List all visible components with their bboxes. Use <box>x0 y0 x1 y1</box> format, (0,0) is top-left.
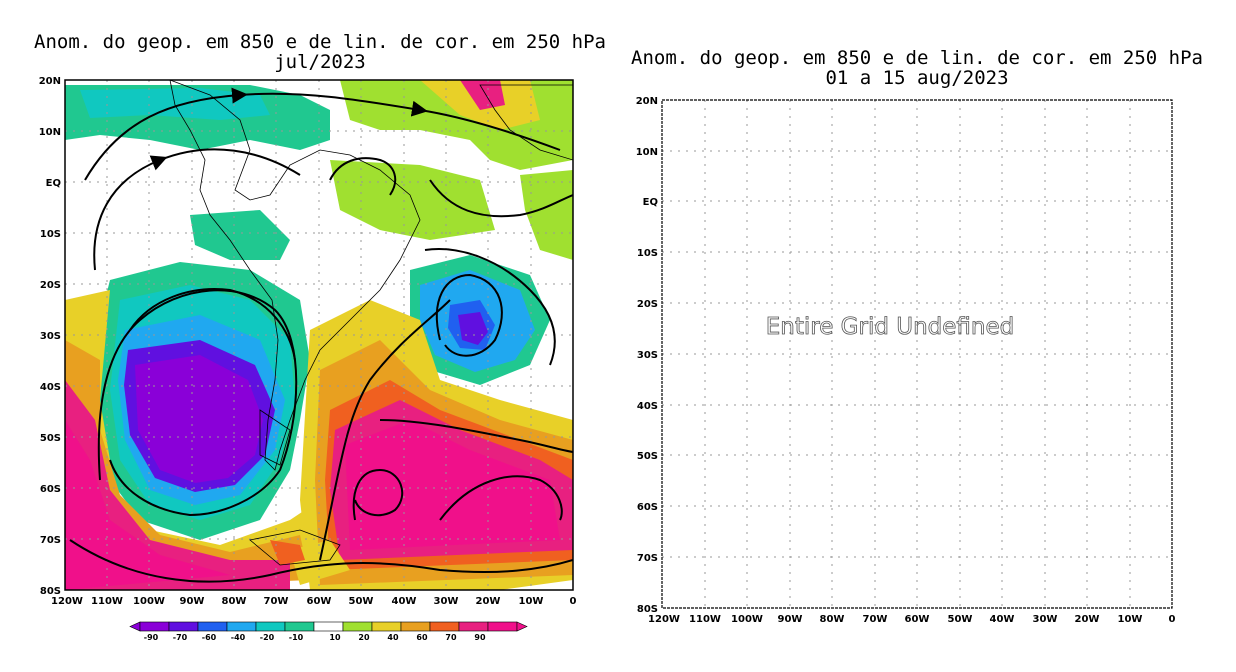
colorbar-segment <box>487 621 518 632</box>
lon-label: 90W <box>778 614 803 625</box>
lon-label: 50W <box>349 596 374 607</box>
left-map-frame <box>64 79 574 591</box>
lat-label: 50S <box>40 433 61 444</box>
lat-label: 70S <box>637 553 658 564</box>
colorbar-label: -40 <box>231 633 246 642</box>
left-map-colorbar-labels: -90 -70 -60 -40 -20 -10 10 20 40 60 70 9… <box>144 633 486 642</box>
right-map: Entire Grid Undefined 20N 10N EQ 10S 20S… <box>636 96 1176 625</box>
lon-label: 0 <box>1169 614 1176 625</box>
right-map-title-line2: 01 a 15 aug/2023 <box>825 67 1009 89</box>
left-map-streamlines <box>69 87 573 583</box>
lat-label: 50S <box>637 451 658 462</box>
lat-label: 30S <box>40 331 61 342</box>
lon-label: 70W <box>264 596 289 607</box>
colorbar-segment <box>284 621 315 632</box>
lon-label: 90W <box>180 596 205 607</box>
left-map-shading <box>65 80 573 590</box>
lat-label: 10S <box>40 229 61 240</box>
colorbar-label: -90 <box>144 633 159 642</box>
lon-label: 70W <box>863 614 888 625</box>
lat-label: 20N <box>39 76 61 87</box>
lat-label: EQ <box>643 197 658 208</box>
colorbar-segment <box>371 621 402 632</box>
lon-label: 110W <box>91 596 123 607</box>
colorbar-label: -70 <box>173 633 188 642</box>
lon-label: 10W <box>1118 614 1143 625</box>
colorbar-label: 20 <box>358 633 370 642</box>
colorbar-label: 90 <box>474 633 486 642</box>
lat-label: 10S <box>637 248 658 259</box>
lat-label: 40S <box>637 401 658 412</box>
lon-label: 110W <box>689 614 721 625</box>
lat-label: 10N <box>636 147 658 158</box>
lon-label: 100W <box>731 614 763 625</box>
colorbar-segment <box>342 621 373 632</box>
lon-label: 80W <box>820 614 845 625</box>
entire-grid-undefined-message: Entire Grid Undefined <box>766 314 1015 340</box>
right-map-grid <box>662 100 1172 608</box>
lon-label: 20W <box>1075 614 1100 625</box>
colorbar-segment <box>226 621 257 632</box>
lon-label: 10W <box>519 596 544 607</box>
left-map-lon-labels: 120W 110W 100W 90W 80W 70W 60W 50W 40W 3… <box>51 596 576 607</box>
colorbar-segment <box>139 621 170 632</box>
lat-label: 80S <box>40 586 61 597</box>
lon-label: 40W <box>990 614 1015 625</box>
right-map-frame <box>661 99 1173 609</box>
left-map-title: Anom. do geop. em 850 e de lin. de cor. … <box>20 32 620 72</box>
colorbar-label: -10 <box>289 633 304 642</box>
colorbar-segment <box>429 621 460 632</box>
left-map-title-line1: Anom. do geop. em 850 e de lin. de cor. … <box>34 31 606 53</box>
lat-label: EQ <box>46 178 61 189</box>
lon-label: 30W <box>1033 614 1058 625</box>
right-map-lon-labels: 120W 110W 100W 90W 80W 70W 60W 50W 40W 3… <box>648 614 1175 625</box>
lat-label: 30S <box>637 350 658 361</box>
lat-label: 40S <box>40 382 61 393</box>
colorbar-label: -20 <box>260 633 275 642</box>
lon-label: 120W <box>648 614 680 625</box>
colorbar-label: 10 <box>329 633 341 642</box>
colorbar-segment <box>400 621 431 632</box>
colorbar-label: 70 <box>445 633 457 642</box>
lon-label: 120W <box>51 596 83 607</box>
lon-label: 20W <box>476 596 501 607</box>
lon-label: 30W <box>434 596 459 607</box>
lon-label: 100W <box>133 596 165 607</box>
colorbar-label: 40 <box>387 633 399 642</box>
lat-label: 20S <box>637 299 658 310</box>
right-map-title: Anom. do geop. em 850 e de lin. de cor. … <box>612 48 1222 88</box>
lat-label: 60S <box>637 502 658 513</box>
lat-label: 70S <box>40 535 61 546</box>
lat-label: 20S <box>40 280 61 291</box>
lon-label: 40W <box>392 596 417 607</box>
lon-label: 60W <box>307 596 332 607</box>
lon-label: 50W <box>948 614 973 625</box>
colorbar-left-arrow <box>129 621 141 632</box>
left-map-coastlines <box>169 80 573 566</box>
lat-label: 80S <box>637 604 658 615</box>
colorbar-segment <box>168 621 199 632</box>
colorbar-label: 60 <box>416 633 428 642</box>
colorbar-right-arrow <box>516 621 528 632</box>
colorbar-segment <box>313 621 344 632</box>
left-map-colorbar <box>129 621 528 632</box>
lat-label: 20N <box>636 96 658 107</box>
lon-label: 60W <box>905 614 930 625</box>
colorbar-segment <box>197 621 228 632</box>
right-map-title-line1: Anom. do geop. em 850 e de lin. de cor. … <box>631 47 1203 69</box>
lat-label: 10N <box>39 127 61 138</box>
colorbar-label: -60 <box>202 633 217 642</box>
lon-label: 0 <box>570 596 577 607</box>
left-map-lat-labels: 20N 10N EQ 10S 20S 30S 40S 50S 60S 70S 8… <box>39 76 61 597</box>
left-map-title-line2: jul/2023 <box>274 51 366 73</box>
lat-label: 60S <box>40 484 61 495</box>
colorbar-segment <box>255 621 286 632</box>
lon-label: 80W <box>222 596 247 607</box>
colorbar-segment <box>458 621 489 632</box>
right-map-lat-labels: 20N 10N EQ 10S 20S 30S 40S 50S 60S 70S 8… <box>636 96 658 615</box>
